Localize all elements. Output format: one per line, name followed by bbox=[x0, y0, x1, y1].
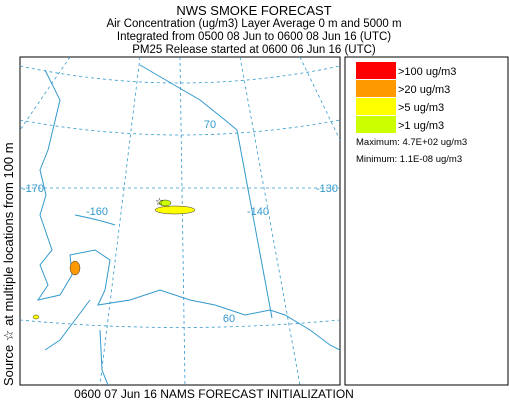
legend-swatch bbox=[356, 116, 396, 133]
latitude-line bbox=[20, 65, 340, 84]
grid-label: -170 bbox=[22, 183, 44, 195]
subtitle: PM25 Release started at 0600 06 Jun 16 (… bbox=[132, 44, 376, 56]
legend-swatch bbox=[356, 80, 396, 97]
smoke-plume bbox=[154, 205, 196, 215]
grid-label: -140 bbox=[247, 206, 269, 218]
coastline bbox=[44, 299, 91, 351]
grid-label: -160 bbox=[86, 206, 108, 218]
grid-label: 70 bbox=[204, 119, 216, 131]
legend-label: >1 ug/m3 bbox=[398, 120, 444, 132]
grid-label: -130 bbox=[316, 183, 338, 195]
longitude-line bbox=[179, 57, 186, 385]
legend-label: >5 ug/m3 bbox=[398, 102, 444, 114]
map-frame bbox=[19, 56, 341, 386]
border bbox=[236, 129, 273, 319]
legend-swatch bbox=[356, 62, 396, 79]
source-label: Source ☆ at multiple locations from 100 … bbox=[1, 142, 16, 386]
title: NWS SMOKE FORECAST bbox=[176, 3, 331, 18]
smoke-plume bbox=[32, 314, 40, 320]
coastline bbox=[99, 329, 109, 385]
subtitle: Air Concentration (ug/m3) Layer Average … bbox=[106, 18, 401, 30]
minimum: Minimum: 1.1E-08 ug/m3 bbox=[356, 154, 462, 165]
grid-label: 60 bbox=[223, 313, 235, 325]
footer: 0600 07 Jun 16 NAMS FORECAST INITIALIZAT… bbox=[74, 387, 354, 401]
map: ☆ -170 -160 -140 -130 70 60 bbox=[19, 56, 341, 386]
longitude-line bbox=[239, 57, 301, 385]
legend-label: >20 ug/m3 bbox=[398, 84, 450, 96]
smoke-plume bbox=[69, 260, 81, 276]
coastline bbox=[139, 64, 238, 131]
coastline bbox=[74, 214, 116, 226]
longitude-line bbox=[20, 57, 71, 131]
legend: >100 ug/m3 >20 ug/m3 >5 ug/m3 >1 ug/m3 bbox=[356, 62, 456, 133]
legend-label: >100 ug/m3 bbox=[398, 66, 456, 78]
maximum: Maximum: 4.7E+02 ug/m3 bbox=[356, 137, 467, 148]
subtitle: Integrated from 0500 08 Jun to 0600 08 J… bbox=[117, 31, 391, 43]
source-marker: ☆ bbox=[155, 197, 164, 208]
coastline bbox=[36, 69, 340, 351]
latitude-line bbox=[20, 119, 340, 136]
longitude-line bbox=[99, 57, 141, 385]
legend-swatch bbox=[356, 98, 396, 115]
smoke-plume bbox=[158, 199, 172, 207]
